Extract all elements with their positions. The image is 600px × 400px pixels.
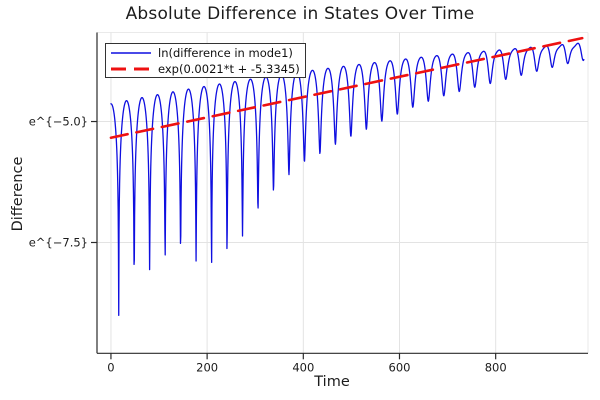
legend-item-fit: exp(0.0021*t + -5.3345) [106, 61, 305, 76]
y-axis-label: Difference [10, 156, 26, 232]
legend-label: ln(difference in mode1) [158, 45, 293, 60]
chart-title: Absolute Difference in States Over Time [125, 4, 475, 24]
x-tick-label: 0 [107, 360, 114, 374]
x-tick-label: 800 [485, 360, 507, 374]
x-tick-label: 400 [292, 360, 314, 374]
legend: ln(difference in mode1) exp(0.0021*t + -… [105, 43, 306, 78]
x-tick-label: 200 [196, 360, 218, 374]
series-line-difference [110, 42, 585, 317]
legend-item-difference: ln(difference in mode1) [106, 45, 305, 60]
y-tick-label: e^{−7.5} [29, 235, 88, 249]
legend-solid-line-icon [111, 51, 151, 54]
series-line-fit [109, 36, 584, 140]
x-axis-label: Time [314, 374, 350, 390]
legend-dashed-line-icon [111, 67, 151, 70]
x-tick-label: 600 [389, 360, 411, 374]
legend-label: exp(0.0021*t + -5.3345) [158, 61, 300, 76]
y-tick-label: e^{−5.0} [29, 115, 88, 129]
